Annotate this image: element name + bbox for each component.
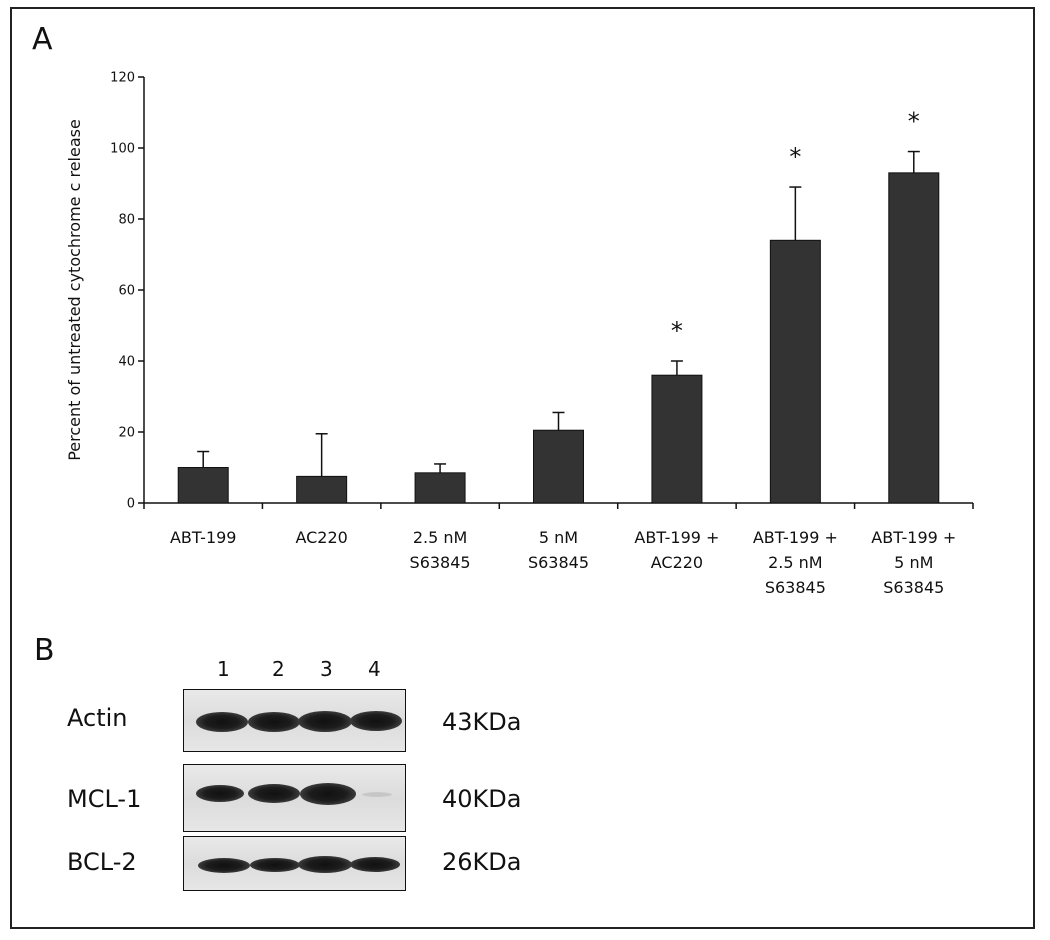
band-mcl1-lane-3 xyxy=(300,783,356,805)
band-mcl1-lane-4 xyxy=(362,792,392,797)
lane-number-2: 2 xyxy=(272,657,285,681)
blot-strip-bcl2 xyxy=(183,836,406,891)
bar-2 xyxy=(414,472,466,504)
cytochrome-c-bar-chart: 0 20 40 60 80 100 120 Percent of untreated cyto… xyxy=(65,71,974,597)
y-axis-label: Percent of untreated cytochrome c releas… xyxy=(65,119,84,461)
blot-size-bcl2: 26KDa xyxy=(442,848,522,876)
bar-3 xyxy=(533,429,584,504)
bar-4 xyxy=(651,374,703,504)
x-category-label-0: ABT-199 xyxy=(170,528,237,547)
band-actin-lane-3 xyxy=(298,711,352,732)
band-bcl2-lane-1 xyxy=(198,858,250,873)
blot-strip-actin xyxy=(183,689,406,752)
y-tick-label-1: 20 xyxy=(118,426,135,441)
bar-0 xyxy=(177,467,229,504)
band-mcl1-lane-2 xyxy=(248,784,300,803)
band-actin-lane-1 xyxy=(196,712,248,732)
blot-size-mcl1: 40KDa xyxy=(442,785,522,813)
band-actin-lane-4 xyxy=(350,711,402,731)
blot-label-actin: Actin xyxy=(67,704,128,732)
x-category-label-4: ABT-199 + AC220 xyxy=(634,528,719,572)
x-category-label-6: ABT-199 +5 nM S63845 xyxy=(871,528,956,597)
band-bcl2-lane-3 xyxy=(298,856,352,873)
y-tick-label-6: 120 xyxy=(110,71,135,86)
x-category-label-2: 2.5 nM S63845 xyxy=(410,528,471,572)
x-category-label-1: AC220 xyxy=(295,528,347,547)
lane-number-1: 1 xyxy=(217,657,230,681)
bar-1 xyxy=(296,475,348,504)
lane-number-3: 3 xyxy=(320,657,333,681)
significance-marker-5: * xyxy=(789,143,801,171)
y-tick-label-4: 80 xyxy=(118,213,135,228)
y-tick-label-0: 0 xyxy=(127,497,135,512)
bar-5 xyxy=(769,239,821,504)
x-category-label-3: 5 nM S63845 xyxy=(528,528,589,572)
x-category-label-5: ABT-199 +2.5 nM S63845 xyxy=(753,528,838,597)
bar-6 xyxy=(888,172,940,504)
band-bcl2-lane-2 xyxy=(250,858,300,872)
band-bcl2-lane-4 xyxy=(350,857,400,872)
blot-strip-mcl1 xyxy=(183,764,406,832)
blot-size-actin: 43KDa xyxy=(442,708,522,736)
y-tick-label-3: 60 xyxy=(118,284,135,299)
lane-number-4: 4 xyxy=(368,657,381,681)
y-tick-label-2: 40 xyxy=(118,355,135,370)
significance-marker-4: * xyxy=(671,317,683,345)
band-actin-lane-2 xyxy=(248,712,300,732)
significance-marker-6: * xyxy=(908,108,920,136)
figure-frame xyxy=(10,7,1035,929)
panel-a-label: A xyxy=(32,22,53,57)
y-tick-label-5: 100 xyxy=(110,142,135,157)
panel-b-label: B xyxy=(34,633,55,668)
band-mcl1-lane-1 xyxy=(196,785,244,802)
blot-label-mcl1: MCL-1 xyxy=(67,785,142,813)
blot-label-bcl2: BCL-2 xyxy=(67,848,137,876)
